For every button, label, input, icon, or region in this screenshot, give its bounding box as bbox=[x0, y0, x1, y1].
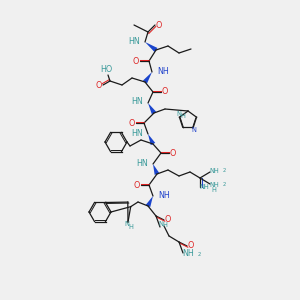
Polygon shape bbox=[145, 42, 158, 52]
Text: O: O bbox=[162, 88, 168, 97]
Text: HN: HN bbox=[128, 37, 140, 46]
Text: NH: NH bbox=[157, 67, 169, 76]
Polygon shape bbox=[143, 72, 152, 83]
Text: O: O bbox=[134, 181, 140, 190]
Text: HO: HO bbox=[100, 65, 112, 74]
Text: O: O bbox=[170, 148, 176, 158]
Text: O: O bbox=[96, 80, 102, 89]
Text: O: O bbox=[133, 56, 139, 65]
Text: NH: NH bbox=[199, 184, 209, 190]
Text: N: N bbox=[124, 221, 129, 227]
Text: H: H bbox=[163, 222, 167, 228]
Text: HN: HN bbox=[131, 128, 143, 137]
Text: H: H bbox=[180, 113, 185, 119]
Text: O: O bbox=[188, 242, 194, 250]
Text: NH: NH bbox=[209, 182, 219, 188]
Text: 2: 2 bbox=[197, 251, 201, 256]
Polygon shape bbox=[146, 196, 153, 207]
Text: O: O bbox=[165, 215, 171, 224]
Polygon shape bbox=[148, 103, 156, 114]
Text: HN: HN bbox=[131, 98, 143, 106]
Text: NH: NH bbox=[158, 190, 170, 200]
Text: N: N bbox=[176, 111, 181, 117]
Polygon shape bbox=[153, 164, 159, 175]
Text: NH: NH bbox=[182, 248, 194, 257]
Text: H: H bbox=[212, 187, 216, 193]
Text: O: O bbox=[129, 118, 135, 127]
Polygon shape bbox=[148, 134, 155, 145]
Text: O: O bbox=[156, 20, 162, 29]
Text: HN: HN bbox=[136, 158, 148, 167]
Text: N: N bbox=[159, 221, 164, 227]
Text: H: H bbox=[129, 224, 134, 230]
Text: 2: 2 bbox=[222, 169, 226, 173]
Text: N: N bbox=[192, 127, 197, 133]
Text: NH: NH bbox=[209, 168, 219, 174]
Text: 2: 2 bbox=[222, 182, 226, 188]
